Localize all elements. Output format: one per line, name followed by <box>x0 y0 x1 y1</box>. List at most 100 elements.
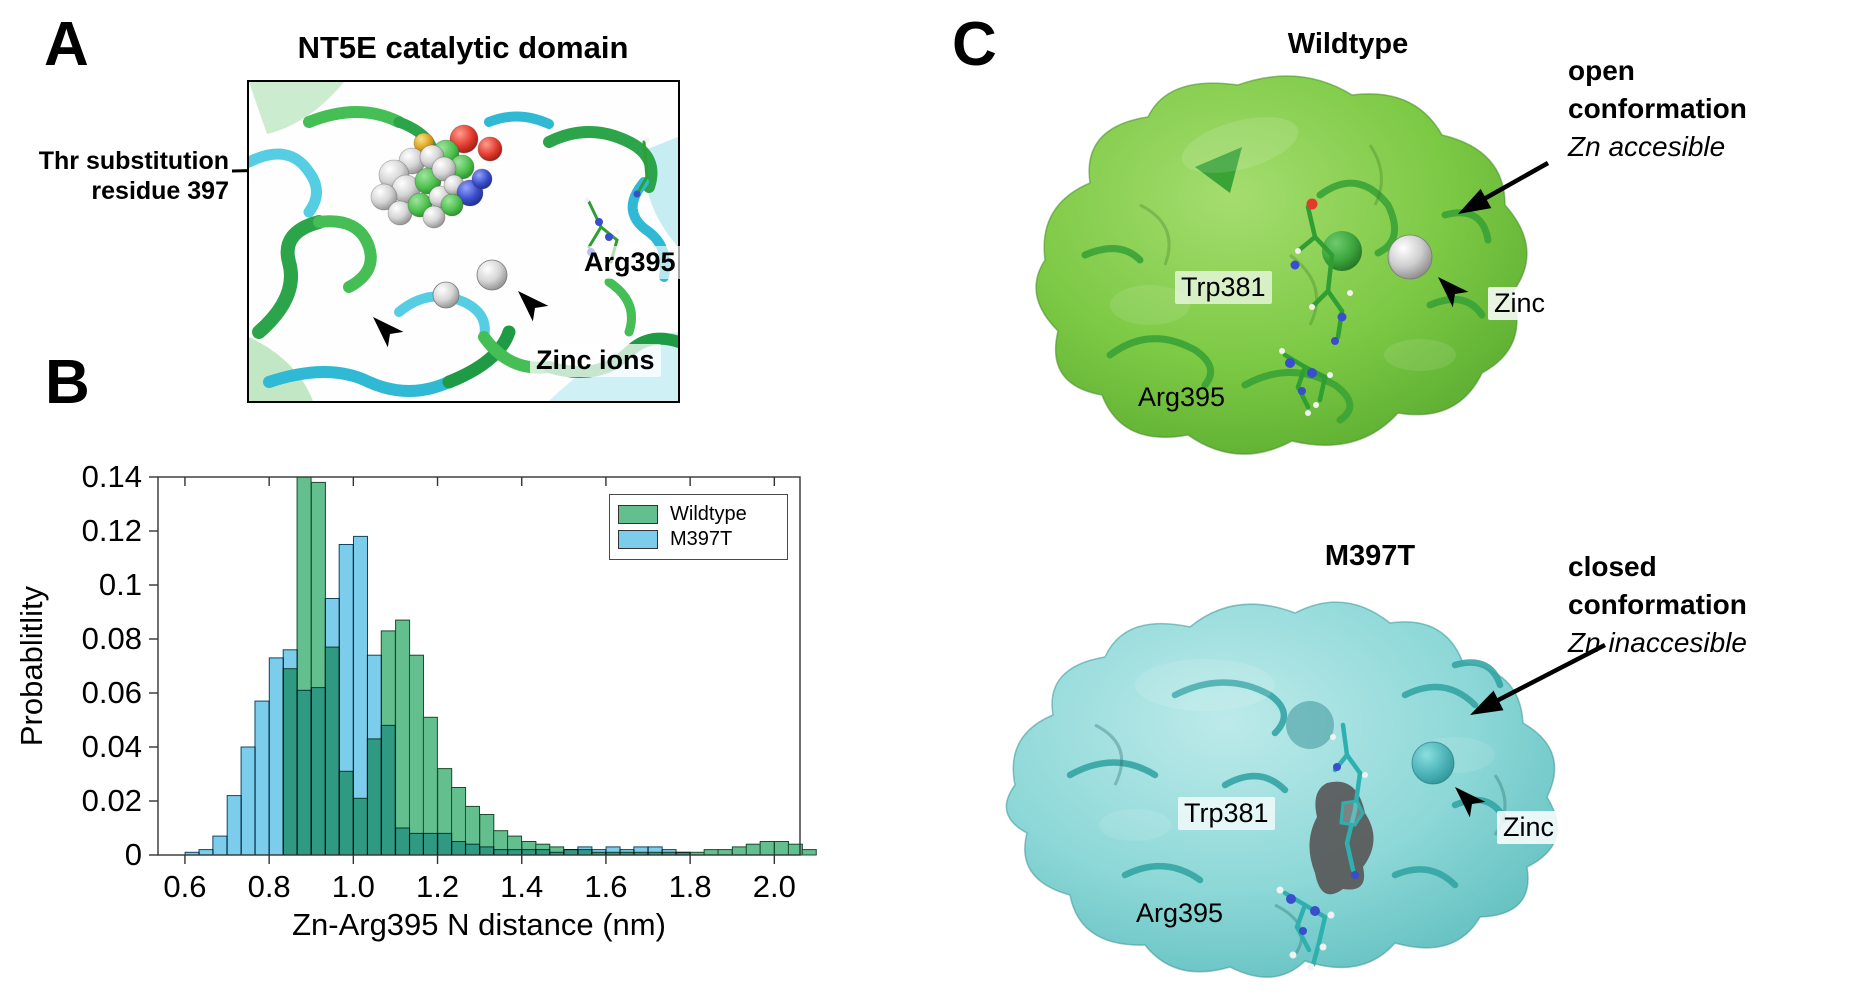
chart-legend: Wildtype M397T <box>609 494 788 560</box>
wildtype-fold <box>1195 147 1242 193</box>
y-tick-label: 0.12 <box>82 513 142 548</box>
hist-bar-m397t <box>352 535 369 856</box>
hist-bar-m397t <box>605 846 621 856</box>
closed-conformation-arrow <box>1475 643 1607 713</box>
residue-397-spheres <box>370 124 503 229</box>
zinc-arrowhead-icon <box>1455 787 1486 818</box>
hist-bar-m397t <box>268 657 284 856</box>
hist-bar-m397t <box>240 746 256 856</box>
m397t-trp-sticks <box>1332 722 1363 873</box>
zinc-label-wildtype: Zinc <box>1488 287 1552 320</box>
hist-bar-m397t <box>647 846 663 856</box>
y-tick-label: 0.04 <box>82 729 142 764</box>
hist-bar-m397t <box>408 832 424 856</box>
hist-bar-m397t <box>254 700 270 856</box>
x-tick-label: 1.8 <box>669 869 712 904</box>
open-arrowhead-icon <box>1458 188 1492 214</box>
legend-swatch-wildtype <box>618 505 658 524</box>
hist-bar-m397t <box>521 849 537 856</box>
hist-bar-m397t <box>563 849 579 856</box>
hist-bar-m397t <box>198 849 214 856</box>
wildtype-sheen <box>1110 117 1456 371</box>
open-line: open <box>1568 55 1635 86</box>
legend-swatch-m397t <box>618 530 658 549</box>
hist-bar-wildtype <box>703 849 719 856</box>
conformation-line: conformation <box>1568 93 1747 124</box>
thr-annotation-line1: Thr substitution <box>38 147 229 175</box>
zinc-sphere-wildtype <box>1387 234 1433 280</box>
trp381-label-m397t: Trp381 <box>1178 797 1275 830</box>
thr-annotation-line2: residue 397 <box>91 177 229 205</box>
histogram-chart: 0 0.02 0.04 0.06 0.08 0.1 0.12 0.14 0.6 0.8 1.0 1.2… <box>14 459 817 942</box>
hist-bar-m397t <box>395 827 411 856</box>
wildtype-title: Wildtype <box>1287 28 1409 60</box>
hist-bar-m397t <box>661 849 677 856</box>
arg395-label-wildtype: Arg395 <box>1138 382 1226 412</box>
m397t-trp-ring <box>1339 799 1365 827</box>
hist-bar-m397t <box>212 835 228 856</box>
legend-row-wildtype: Wildtype <box>618 503 787 525</box>
hist-bar-m397t <box>366 654 382 856</box>
submerged-sphere <box>1286 701 1334 749</box>
panel-a-title: NT5E catalytic domain <box>297 30 629 65</box>
zinc-sphere-m397t <box>1411 741 1455 785</box>
wildtype-creases <box>1139 144 1383 326</box>
y-tick-label: 0 <box>125 837 142 872</box>
m397t-inner-tubes <box>1066 659 1509 889</box>
panel-a-structure-image <box>247 80 680 403</box>
m397t-title: M397T <box>1324 540 1416 572</box>
zinc-ions-label: Zinc ions <box>530 344 661 377</box>
y-tick-label: 0.08 <box>82 621 142 656</box>
y-axis-label: Probablitlity <box>14 585 49 746</box>
legend-label-wildtype: Wildtype <box>670 503 747 525</box>
hist-bar-wildtype <box>717 849 733 856</box>
wildtype-trp-sticks <box>1295 204 1345 340</box>
hist-bar-m397t <box>324 598 340 856</box>
wildtype-trp-atoms <box>1290 198 1353 345</box>
plot-box <box>157 476 801 856</box>
wildtype-arg-atoms <box>1279 348 1333 416</box>
m397t-trp-atoms <box>1330 734 1368 879</box>
zinc-sphere-left <box>432 281 460 309</box>
ribbon-sheet <box>249 82 344 134</box>
zn-accesible-line: Zn accesible <box>1568 131 1726 162</box>
arg395-label-m397t: Arg395 <box>1136 898 1224 928</box>
hist-bar-m397t <box>338 544 354 856</box>
panel-a-letter: A <box>44 10 89 79</box>
zinc-arrowhead-icon <box>1438 277 1469 308</box>
hist-bar-wildtype <box>731 846 747 856</box>
panel-b-letter: B <box>45 348 90 417</box>
zinc-label-m397t: Zinc <box>1497 811 1561 844</box>
hist-bar-m397t <box>437 832 453 856</box>
y-tick-label: 0.14 <box>82 459 142 494</box>
thr-annotation: Thr substitution residue 397 <box>30 146 229 206</box>
zinc-arrowhead-icon <box>518 291 549 322</box>
y-tick-label: 0.02 <box>82 783 142 818</box>
hist-bar-m397t <box>282 649 298 856</box>
zn-inaccesible-line: Zn inaccesible <box>1568 627 1747 658</box>
hist-bar-m397t <box>535 849 551 856</box>
zinc-arrowhead-icon <box>373 317 404 348</box>
wildtype-surface-image <box>1035 75 1550 455</box>
hist-bar-m397t <box>493 849 509 856</box>
hist-bar-wildtype <box>801 849 817 856</box>
x-axis-label: Zn-Arg395 N distance (nm) <box>292 907 666 942</box>
hist-bar-wildtype <box>395 619 411 856</box>
x-tick-label: 2.0 <box>753 869 796 904</box>
m397t-conformation-text: closed conformation Zn inaccesible <box>1568 548 1747 662</box>
x-tick-label: 1.0 <box>332 869 375 904</box>
x-tick-label: 1.2 <box>416 869 459 904</box>
legend-row-m397t: M397T <box>618 528 787 550</box>
panel-c-letter: C <box>952 10 997 79</box>
hist-bar-m397t <box>633 846 649 856</box>
hist-bar-wildtype <box>745 843 761 856</box>
hist-bar-m397t <box>619 849 635 856</box>
hist-bar-m397t <box>507 849 523 856</box>
arg395-label-panel-a: Arg395 <box>578 246 682 279</box>
wildtype-inner-tubes <box>1081 179 1492 424</box>
m397t-surface-image <box>1005 601 1607 978</box>
hist-bar-m397t <box>464 843 480 856</box>
m397t-sheen <box>1099 659 1495 841</box>
hist-bar-wildtype <box>773 841 789 856</box>
hist-bar-m397t <box>479 846 495 856</box>
